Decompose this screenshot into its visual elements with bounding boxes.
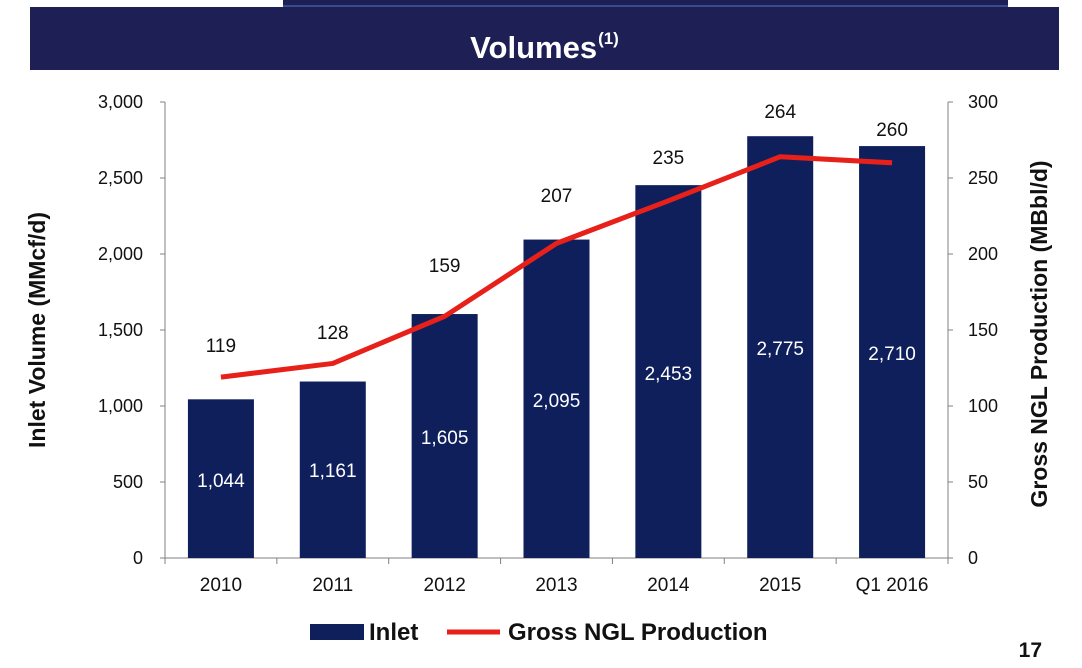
ngl-production-label: 260 [876,120,908,141]
ngl-production-label: 128 [317,323,349,344]
left-axis-tick-label: 500 [113,472,143,492]
inlet-bar [187,399,254,558]
inlet-bar [523,239,590,558]
x-axis-category-label: 2012 [424,575,466,596]
inlet-bar-label: 1,605 [421,428,469,449]
inlet-bar-label: 2,095 [533,391,581,412]
left-axis-tick-label: 3,000 [98,92,143,112]
inlet-bar [859,146,926,558]
left-axis-tick-label: 2,000 [98,244,143,264]
right-axis-tick-label: 300 [968,92,998,112]
right-axis-tick-label: 100 [968,396,998,416]
inlet-bar-label: 2,710 [868,344,916,365]
left-axis-tick-label: 2,500 [98,168,143,188]
inlet-bar [299,381,366,558]
page-title: Volumes [470,30,598,65]
ngl-production-label: 119 [206,336,236,357]
left-axis-tick-label: 1,500 [98,320,143,340]
right-axis-tick-label: 250 [968,168,998,188]
x-axis-category-label: 2015 [759,575,801,596]
right-axis-tick-label: 0 [968,548,978,568]
inlet-bar-label: 1,044 [197,471,245,492]
header-top-strip [283,0,1008,7]
x-axis-category-label: 2013 [535,575,577,596]
inlet-bar-label: 1,161 [309,461,357,482]
ngl-production-label: 264 [764,102,796,123]
inlet-bar-label: 2,453 [645,364,693,385]
right-axis-title: Gross NGL Production (MBbl/d) [1026,160,1052,507]
inlet-bar [411,314,478,558]
ngl-production-label: 207 [541,186,573,207]
right-axis-tick-label: 150 [968,320,998,340]
inlet-bar [635,185,702,559]
inlet-bar [747,136,814,558]
ngl-production-label: 235 [653,148,685,169]
x-axis-category-label: Q1 2016 [856,575,929,596]
page-number: 17 [1018,639,1042,662]
ngl-production-label: 159 [429,256,461,277]
left-axis-tick-label: 1,000 [98,396,143,416]
right-axis-tick-label: 50 [968,472,988,492]
legend-inlet-swatch [310,624,364,640]
x-axis-category-label: 2010 [200,575,242,596]
legend-ngl-label: Gross NGL Production [508,619,768,646]
legend-inlet-label: Inlet [369,619,418,646]
inlet-bar-label: 2,775 [756,339,804,360]
x-axis-category-label: 2011 [312,575,353,596]
right-axis-tick-label: 200 [968,244,998,264]
left-axis-title: Inlet Volume (MMcf/d) [24,212,50,448]
title-footnote-marker: (1) [598,29,619,48]
x-axis-category-label: 2014 [647,575,690,596]
left-axis-tick-label: 0 [133,548,143,568]
page-title-banner: Volumes(1) [30,7,1059,70]
